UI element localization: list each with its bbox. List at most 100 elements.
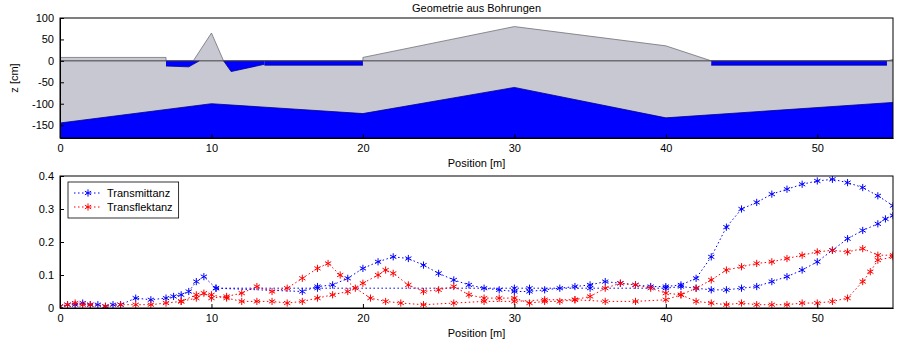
marker (390, 253, 396, 260)
marker (860, 184, 866, 191)
marker (738, 205, 744, 212)
marker (648, 285, 654, 292)
marker (117, 301, 123, 308)
marker (367, 294, 373, 301)
figure: 01020304050-150-100-50050100Geometrie au… (0, 0, 907, 350)
tick-mark (60, 61, 64, 62)
tick-mark (514, 304, 515, 308)
tick-mark (666, 134, 667, 138)
marker (860, 245, 866, 252)
marker (632, 281, 638, 288)
tick: 10 (206, 304, 218, 324)
tick-mark (817, 134, 818, 138)
marker (875, 192, 881, 199)
marker (882, 215, 888, 222)
marker (345, 288, 351, 295)
marker (875, 220, 881, 227)
marker (708, 299, 714, 306)
area-outline (60, 87, 893, 123)
marker (526, 299, 532, 306)
marker (511, 285, 517, 292)
marker (193, 278, 199, 285)
marker (844, 294, 850, 301)
plot-area (60, 176, 893, 308)
marker (799, 252, 805, 259)
marker (708, 286, 714, 293)
tick-mark (363, 134, 364, 138)
tick: 40 (660, 304, 672, 324)
marker (693, 298, 699, 305)
marker (133, 301, 139, 308)
tick-label: -150 (32, 119, 54, 131)
tick-label: 50 (812, 142, 824, 154)
tick: -100 (32, 98, 64, 110)
tick-label: 0 (48, 55, 54, 67)
marker (617, 280, 623, 287)
marker (375, 258, 381, 265)
marker (860, 227, 866, 234)
marker (754, 199, 760, 206)
tick-label: 50 (42, 33, 54, 45)
marker (148, 301, 154, 308)
marker (844, 248, 850, 255)
marker (345, 275, 351, 282)
tick-mark (60, 104, 64, 105)
marker (663, 290, 669, 297)
marker (784, 301, 790, 308)
marker (542, 298, 548, 305)
marker (784, 273, 790, 280)
marker (201, 273, 207, 280)
tick: 40 (660, 134, 672, 154)
area-outline (166, 61, 199, 67)
marker (133, 294, 139, 301)
marker (87, 301, 93, 308)
marker (284, 285, 290, 292)
marker (678, 291, 684, 298)
marker (269, 298, 275, 305)
tick: 0 (48, 55, 64, 67)
area (60, 27, 893, 138)
marker (708, 276, 714, 283)
area (166, 61, 199, 67)
tick-mark (514, 134, 515, 138)
tick-label: 10 (206, 312, 218, 324)
marker (239, 298, 245, 305)
marker (496, 294, 502, 301)
marker (663, 296, 669, 303)
tick: 50 (812, 304, 824, 324)
marker (436, 270, 442, 277)
tick-mark (60, 242, 64, 243)
tick-label: 10 (206, 142, 218, 154)
marker (375, 271, 381, 278)
marker (80, 301, 86, 308)
area (224, 61, 265, 72)
x-axis-title: Position [m] (448, 327, 505, 339)
marker (769, 191, 775, 198)
marker (708, 253, 714, 260)
marker (723, 224, 729, 231)
marker (451, 283, 457, 290)
marker (829, 298, 835, 305)
marker (254, 298, 260, 305)
marker (110, 301, 116, 308)
marker (799, 299, 805, 306)
marker (632, 298, 638, 305)
marker (254, 283, 260, 290)
marker (163, 299, 169, 306)
marker (769, 278, 775, 285)
x-axis-title: Position [m] (448, 157, 505, 169)
plot-background (60, 18, 893, 138)
marker (784, 186, 790, 193)
marker (269, 288, 275, 295)
tick-label: 20 (357, 142, 369, 154)
plot-background (60, 176, 893, 308)
tick-mark (60, 82, 64, 83)
marker (178, 298, 184, 305)
marker (572, 296, 578, 303)
marker (420, 288, 426, 295)
tick-label: 0 (48, 302, 54, 314)
x-axis: 01020304050 (57, 134, 893, 154)
tick: 10 (206, 134, 218, 154)
line (60, 179, 893, 306)
area (264, 61, 362, 65)
